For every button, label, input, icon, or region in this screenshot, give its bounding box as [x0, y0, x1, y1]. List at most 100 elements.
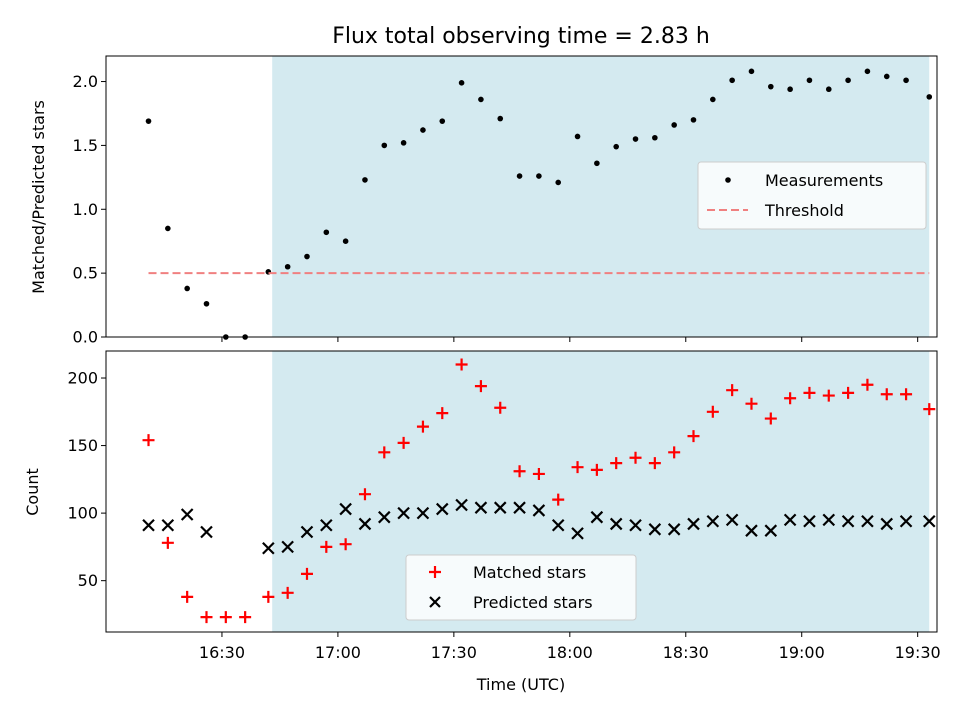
x-tick-label: 18:00	[547, 643, 593, 662]
measurement-point	[497, 115, 504, 122]
measurement-point	[439, 118, 446, 124]
predicted-star-point	[397, 506, 410, 520]
measurement-point	[574, 133, 581, 140]
predicted-star-point	[725, 513, 739, 527]
matched-star-point	[880, 388, 893, 401]
chart-title: Flux total observing time = 2.83 h	[332, 24, 710, 49]
bottom-legend: Matched stars Predicted stars	[405, 554, 637, 621]
matched-star-point	[219, 611, 232, 624]
matched-star-point	[668, 446, 681, 459]
predicted-star-point	[339, 502, 352, 516]
measurement-point	[478, 96, 484, 103]
matched-star-point	[455, 358, 468, 371]
matched-star-point	[494, 401, 507, 414]
bottom-panel-frame	[105, 350, 938, 633]
measurements-legend-label: Measurements	[765, 171, 883, 190]
predicted-star-point	[571, 527, 584, 540]
measurement-point	[748, 68, 755, 75]
predicted-star-point	[281, 540, 294, 554]
y-tick-label: 150	[67, 436, 98, 455]
predicted-star-point	[922, 514, 936, 528]
x-tick-label: 16:30	[199, 643, 245, 662]
predicted-star-point	[899, 514, 913, 528]
matched-star-point	[142, 434, 155, 447]
top-panel-frame	[105, 55, 938, 338]
predicted-star-point	[609, 517, 623, 531]
measurement-point	[594, 160, 600, 167]
matched-star-point	[320, 540, 333, 553]
y-tick-label: 0.5	[73, 264, 98, 283]
matched-star-point	[378, 446, 391, 459]
measurement-point	[671, 122, 677, 128]
matched-star-point	[397, 436, 410, 449]
predicted-star-point	[551, 518, 565, 532]
measurement-point	[323, 229, 330, 236]
matched-star-point	[281, 586, 294, 599]
measurement-point	[926, 94, 933, 100]
matched-star-point	[764, 412, 777, 425]
x-tick-label: 17:30	[431, 643, 477, 662]
measurement-point	[400, 140, 407, 146]
matched-star-point	[590, 463, 603, 476]
predicted-star-point	[200, 525, 213, 539]
matched-star-point	[474, 380, 487, 393]
measurement-point	[787, 86, 793, 93]
measurement-point	[304, 253, 310, 260]
measurement-point	[806, 77, 813, 84]
measurement-point	[284, 263, 291, 270]
matched-star-point	[822, 389, 835, 402]
predicted-star-point	[629, 518, 642, 532]
x-tick-label: 19:30	[895, 643, 941, 662]
x-axis-label: Time (UTC)	[476, 675, 565, 694]
measurement-point	[203, 300, 210, 307]
top-legend-box	[697, 161, 927, 230]
y-tick-label: 1.5	[73, 136, 98, 155]
top-legend: Measurements Threshold	[697, 161, 927, 230]
predicted-star-point	[262, 541, 275, 555]
matched-star-point	[784, 392, 797, 405]
matched-star-point	[900, 388, 913, 401]
measurement-point	[516, 173, 523, 179]
x-tick-label: 17:00	[315, 643, 361, 662]
y-tick-label: 2.0	[73, 72, 98, 91]
predicted-star-point	[706, 514, 720, 528]
matched-star-point	[436, 407, 449, 420]
predicted-star-point	[513, 501, 526, 514]
matched-star-point	[416, 420, 429, 433]
measurement-point	[342, 238, 349, 245]
predicted-star-point	[455, 498, 468, 512]
matched-star-point	[513, 465, 526, 478]
predicted-star-point	[142, 518, 155, 532]
predicted-star-point	[822, 513, 836, 527]
predicted-star-point	[161, 518, 175, 532]
matched-star-point	[300, 567, 313, 580]
bottom-x-ticks: 16:30 17:00 17:30 18:00 18:30 19:00 19:30	[199, 632, 941, 662]
predicted-star-point	[532, 504, 546, 517]
predicted-star-point	[358, 517, 372, 531]
measurement-point	[729, 77, 735, 84]
predicted-star-point	[803, 514, 816, 528]
measurement-point	[165, 225, 171, 232]
measurement-point	[632, 136, 639, 142]
predicted-star-point	[416, 506, 430, 520]
x-tick-label: 18:30	[663, 643, 709, 662]
measurement-point	[420, 127, 426, 133]
predicted-star-point	[667, 523, 681, 536]
predicted-stars-legend-label: Predicted stars	[473, 593, 593, 612]
predicted-star-point	[783, 513, 797, 527]
y-tick-label: 1.0	[73, 200, 98, 219]
matched-star-point	[532, 467, 545, 480]
x-tick-label: 19:00	[779, 643, 825, 662]
top-y-ticks: 0.0 0.5 1.0 1.5 2.0	[73, 72, 106, 347]
predicted-star-point	[880, 517, 894, 531]
predicted-star-point	[764, 524, 778, 537]
measurement-point	[613, 143, 619, 150]
matched-star-point	[239, 611, 252, 624]
threshold-legend-label: Threshold	[764, 201, 844, 220]
measurement-point	[883, 73, 890, 80]
matched-star-point	[803, 386, 816, 399]
predicted-star-point	[648, 523, 662, 536]
measurement-point	[768, 83, 774, 90]
top-y-axis-label: Matched/Predicted stars	[29, 100, 48, 294]
